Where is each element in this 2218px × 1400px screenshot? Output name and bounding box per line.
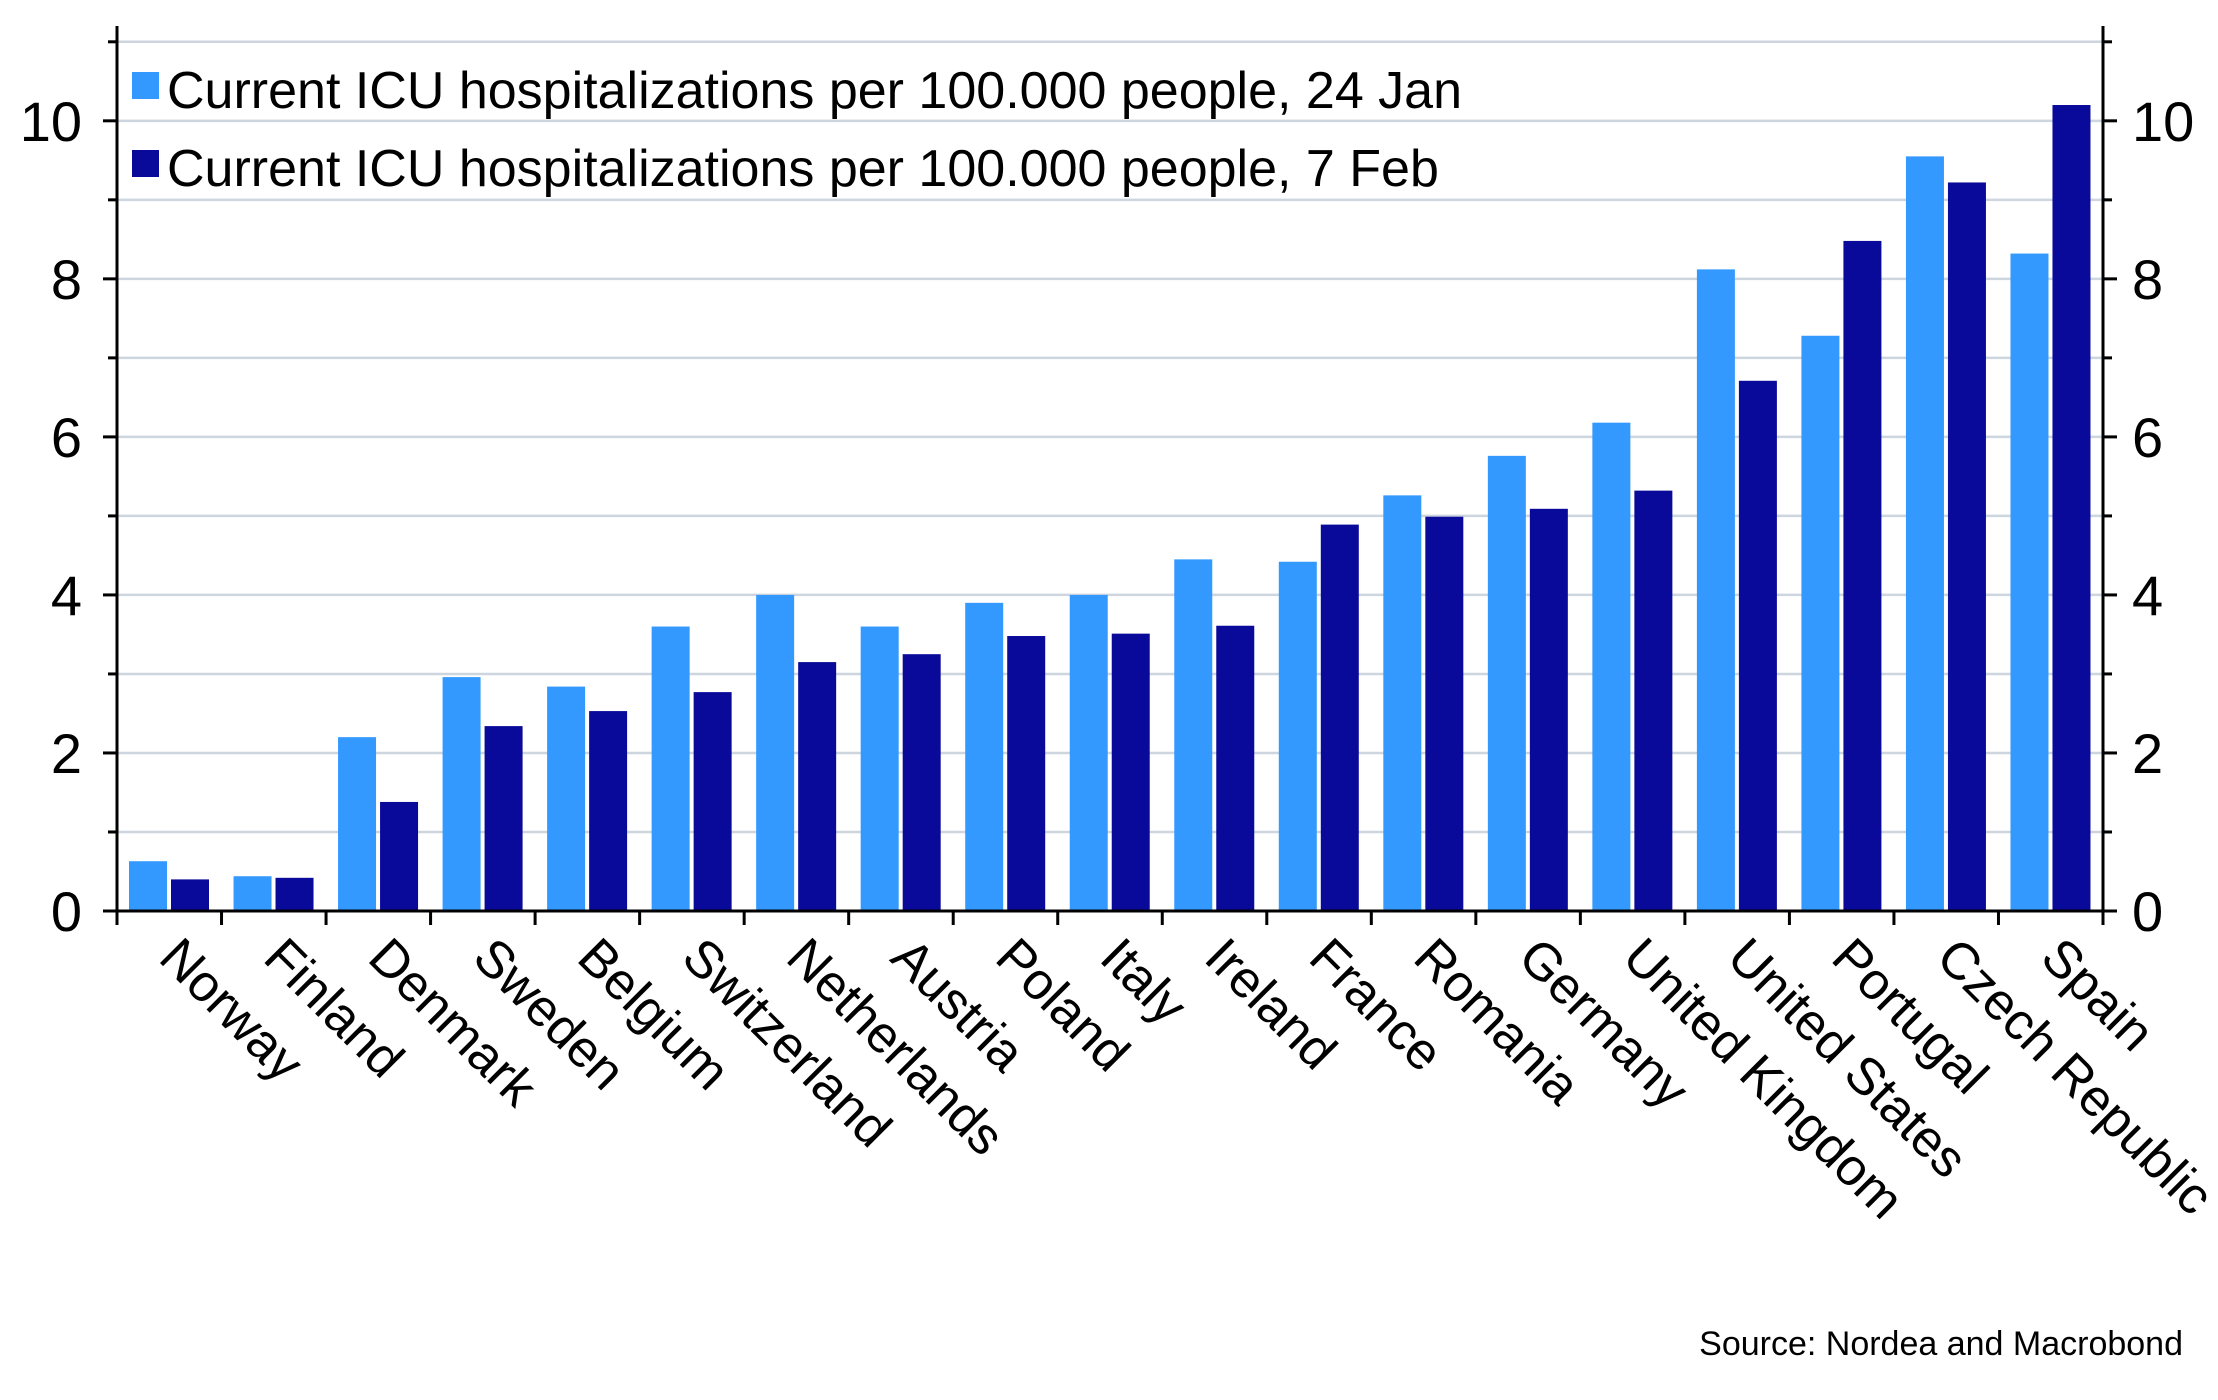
y-tick-label-right: 10 [2132,90,2194,153]
bar-series-1 [2010,253,2049,912]
source-note: Source: Nordea and Macrobond [1699,1325,2183,1363]
bar-series-1 [338,737,377,911]
bar-series-1 [1278,561,1317,911]
bar-series-2 [693,692,732,911]
bar-series-2 [380,801,419,911]
bar-series-1 [1905,156,1944,912]
bar-series-2 [2052,105,2091,911]
bar-series-2 [1320,524,1359,911]
bar-series-2 [171,879,209,911]
bar-series-2 [589,711,628,911]
y-tick-label-right: 4 [2132,564,2163,627]
bar-series-1 [965,602,1004,911]
bar-series-2 [1529,508,1568,911]
bar-series-1 [1383,495,1422,911]
y-tick-label-left: 0 [51,880,82,943]
bar-series-2 [1216,625,1255,911]
bar-series-2 [1007,636,1046,911]
bar-series-2 [902,654,941,911]
bar-series-2 [1843,240,1882,911]
y-tick-label-left: 8 [51,248,82,311]
legend-swatch [132,72,159,99]
bar-series-2 [1738,380,1777,912]
legend-swatch [132,150,159,177]
y-tick-label-left: 10 [20,90,82,153]
bar-series-1 [756,594,795,911]
y-tick-label-left: 4 [51,564,82,627]
y-tick-label-left: 2 [51,722,82,785]
bar-series-2 [1425,516,1464,911]
bar-series-2 [275,877,314,911]
y-tick-label-right: 8 [2132,248,2163,311]
bar-series-1 [1592,422,1631,911]
bar-series-1 [1174,559,1213,911]
bar-series-2 [798,662,837,911]
bar-series-1 [1487,455,1526,911]
bar-series-1 [129,861,167,911]
bar-series-1 [442,677,481,911]
bar-series-1 [1696,269,1735,911]
bar-series-2 [1947,182,1986,912]
legend-label: Current ICU hospitalizations per 100.000… [167,62,1462,120]
bar-series-2 [484,726,523,911]
y-tick-label-left: 6 [51,406,82,469]
bar-series-1 [233,876,272,911]
bar-series-2 [1111,633,1150,911]
bar-series-1 [547,686,586,911]
bar-series-2 [1634,490,1673,911]
y-tick-label-right: 2 [2132,722,2163,785]
bar-series-1 [1069,594,1108,911]
bar-series-1 [1801,335,1840,911]
y-tick-label-right: 6 [2132,406,2163,469]
legend-label: Current ICU hospitalizations per 100.000… [167,140,1439,198]
y-tick-label-right: 0 [2132,880,2163,943]
bar-series-1 [651,626,690,911]
bar-series-1 [860,626,899,911]
